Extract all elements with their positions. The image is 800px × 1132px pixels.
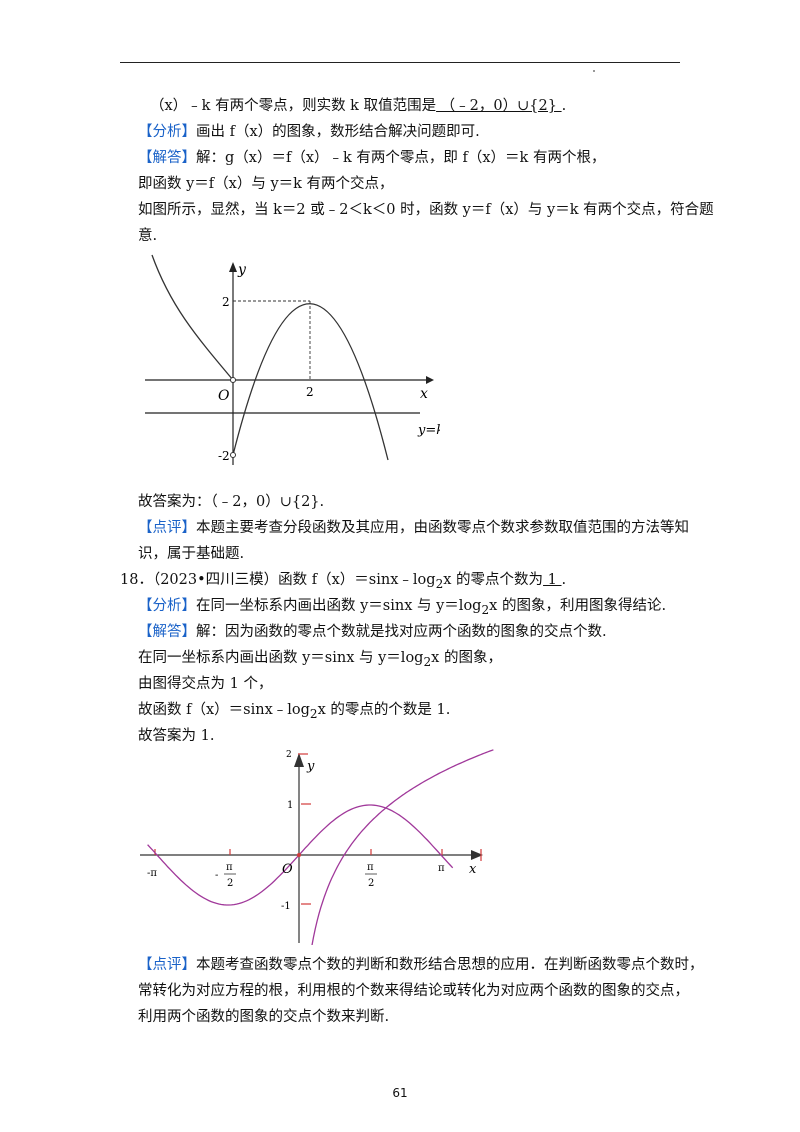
text-line: 如图所示，显然，当 k＝2 或﹣2＜k＜0 时，函数 y＝f（x）与 y＝k 有… [138,202,714,218]
x-axis-label: x [469,862,477,877]
analysis-line: 【分析】在同一坐标系内画出函数 y＝sinx 与 y＝log2x 的图象，利用图… [138,598,667,617]
x-tick-pi: π [438,863,445,874]
x-tick-minus-half-pi-denom: 2 [227,878,233,889]
solution-tag: 【解答】 [138,150,196,166]
solution-tag: 【解答】 [138,624,196,640]
solution-line: 【解答】解：g（x）＝f（x）﹣k 有两个零点，即 f（x）＝k 有两个根， [138,150,606,166]
y-tick-minus2: -2 [218,449,230,463]
x-tick-minus-pi: -π [147,868,157,879]
text-line: 常转化为对应方程的根，利用根的个数来得结论或转化为对应两个函数的图象的交点， [138,983,689,999]
text-line: 故函数 f（x）＝sinx﹣log2x 的零点的个数是 1. [138,702,451,721]
y-axis-label: y [237,262,247,278]
page-number: 61 [392,1086,408,1100]
y-axis-label: y [306,759,315,774]
origin-label: O [282,862,293,877]
y-tick-1: 1 [287,800,293,811]
text-line: 即函数 y＝f（x）与 y＝k 有两个交点， [138,176,394,192]
comment-tag: 【点评】 [138,957,196,973]
comment-line: 【点评】本题考查函数零点个数的判断和数形结合思想的应用．在判断函数零点个数时， [138,957,704,973]
line-label: y=k [417,423,440,438]
piecewise-graph: y x O 2 2 -2 y=k [145,254,440,465]
text-line: 识，属于基础题. [138,546,245,562]
open-point-minus2 [230,452,236,458]
x-axis-label: x [420,386,428,402]
x-axis-arrow-icon [426,376,434,384]
x-tick-minus-sign: - [215,870,218,881]
x-tick-half-pi-numer: π [367,862,374,873]
text-line: 由图得交点为 1 个， [138,676,273,692]
y-tick-2: 2 [286,750,292,760]
header-dot [593,70,595,72]
answer-blank: （﹣2，0）∪{2} [436,98,562,114]
comment-line: 【点评】本题主要考查分段函数及其应用，由函数零点个数求参数取值范围的方法等知 [138,520,689,536]
text-line: 故答案为 1. [138,728,215,744]
x-axis-arrow-icon [471,850,483,860]
text-line: 利用两个函数的图象的交点个数来判断. [138,1009,390,1025]
y-axis-arrow-icon [294,753,304,767]
log2-curve [311,749,494,945]
question-18: 18．（2023•四川三模）函数 f（x）＝sinx﹣log2x 的零点个数为 … [120,572,567,591]
origin-label: O [218,388,230,404]
text-line: 故答案为：（﹣2，0）∪{2}. [138,494,325,510]
sin-log-graph: y 2 x O 1 -1 -π π - 2 π 2 π [140,749,494,945]
text-line: （x）﹣k 有两个零点，则实数 k 取值范围是 （﹣2，0）∪{2} . [150,98,567,114]
analysis-tag: 【分析】 [138,124,196,140]
text-line: 意. [138,228,158,244]
analysis-tag: 【分析】 [138,598,196,614]
x-tick-2: 2 [306,385,314,399]
y-tick-2: 2 [222,295,230,309]
open-point-origin [230,377,236,383]
y-axis-arrow-icon [229,262,237,272]
x-tick-half-pi-denom: 2 [368,878,374,889]
header-rule [120,62,680,63]
answer-blank: 1 [543,572,562,588]
y-tick-minus1: -1 [281,901,291,912]
comment-tag: 【点评】 [138,520,196,536]
parabola-curve [232,303,389,461]
left-branch-curve [151,254,234,381]
text-line: 在同一坐标系内画出函数 y＝sinx 与 y＝log2x 的图象， [138,650,502,669]
origin-point [297,853,301,857]
analysis-line: 【分析】画出 f（x）的图象，数形结合解决问题即可. [138,124,480,140]
solution-line: 【解答】解：因为函数的零点个数就是找对应两个函数的图象的交点个数. [138,624,607,640]
x-tick-minus-half-pi-numer: π [226,862,233,873]
